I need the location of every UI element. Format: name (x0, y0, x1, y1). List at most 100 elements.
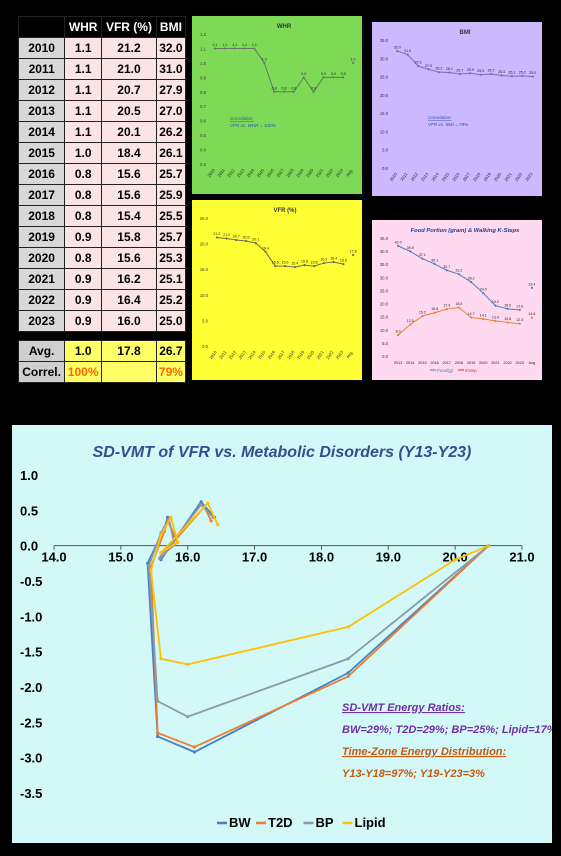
data-point (427, 68, 430, 71)
data-label: 16.5 (431, 307, 438, 311)
x-tick-label: 21.0 (509, 550, 534, 565)
y-tick-label: 20.0 (200, 242, 209, 247)
annotation-text: VFR vs. BMI = 79% (428, 122, 468, 127)
table-header-row: WHR VFR (%) BMI (17, 16, 187, 38)
data-label: 32.0 (394, 45, 401, 49)
y-tick-label: -0.5 (20, 574, 42, 589)
data-point (433, 262, 436, 266)
data-point (352, 253, 355, 256)
value-cell: 1.1 (64, 37, 103, 59)
x-tick-label: Avg. (345, 168, 354, 178)
value-cell: 25.5 (155, 205, 187, 227)
x-tick-label: 17.0 (242, 550, 267, 565)
value-cell: 21.2 (101, 37, 157, 59)
data-label: 1.1 (232, 43, 237, 47)
value-cell: 15.8 (101, 226, 157, 248)
data-label: 31.0 (404, 49, 411, 53)
data-label: 0.8 (282, 86, 287, 90)
data-label: 18.5 (455, 302, 462, 306)
x-tick-label: Avg (529, 361, 535, 365)
value-cell: 16.4 (101, 289, 157, 311)
data-label: 25.9 (467, 68, 474, 72)
data-label: 33.4 (528, 282, 535, 286)
data-point (486, 544, 491, 548)
data-point (159, 551, 163, 555)
data-point (156, 734, 160, 739)
vfr-chart-panel: VFR (%) 0.0 5.0 10.0 15.0 20.0 25.0 2010 2011 201… (192, 200, 362, 380)
x-tick-label: 2011 (216, 167, 226, 178)
y-tick-label: 30.0 (380, 275, 389, 280)
x-tick-label: 2014 (430, 171, 440, 182)
value-cell: 27.0 (155, 100, 187, 122)
x-tick-label: 2022 (514, 171, 524, 182)
data-label: 42.0 (395, 240, 402, 244)
data-point (506, 307, 509, 310)
data-point (489, 72, 493, 76)
y-tick-label: 15.0 (380, 111, 389, 116)
data-point (235, 238, 238, 242)
series-line (397, 306, 520, 336)
data-point (494, 304, 497, 307)
value-cell: 0.8 (64, 247, 103, 269)
row-label-cell: 2020 (17, 247, 66, 269)
y-tick-label: 45.0 (380, 236, 389, 241)
series-line (397, 50, 533, 78)
data-point (342, 76, 345, 79)
data-point (274, 265, 277, 268)
data-label: 1.0 (262, 57, 267, 61)
row-label-cell: 2018 (17, 205, 66, 227)
data-point (322, 76, 325, 79)
data-label: 14.1 (480, 314, 487, 318)
x-tick-label: 2017 (462, 171, 472, 182)
table-row: 2016 0.8 15.6 25.7 (17, 163, 187, 185)
data-point (351, 61, 355, 64)
data-point (332, 76, 335, 79)
data-point (445, 269, 448, 272)
data-point (457, 306, 461, 309)
data-point (176, 540, 180, 544)
data-point (215, 236, 218, 239)
y-tick-label: 0.0 (202, 344, 208, 349)
data-point (510, 75, 514, 78)
value-cell: 0.9 (64, 268, 103, 290)
value-cell: 25.9 (155, 184, 187, 206)
x-tick-label: 2014 (406, 361, 414, 365)
data-label: 17.8 (350, 249, 357, 253)
data-table: WHR VFR (%) BMI 2010 1.1 21.2 32.0 2011 1.1 21… (17, 16, 187, 383)
table-row: 2012 1.1 20.7 27.9 (17, 79, 187, 101)
data-point (448, 71, 451, 74)
data-point (253, 47, 256, 50)
annotation-text: VFR vs. WHR = 100% (230, 123, 276, 128)
x-tick-label: 18.0 (309, 550, 334, 565)
data-label: 39.9 (407, 246, 414, 250)
x-tick-label: 14.0 (41, 550, 66, 565)
y-tick-label: 5.0 (202, 318, 208, 323)
data-point (283, 265, 287, 268)
food-steps-chart-panel: Food Portion (gram) & Walking K-Steps 0.0… (372, 220, 542, 380)
data-label: 28.2 (468, 277, 475, 281)
data-label: 20.5 (243, 236, 250, 240)
table-row: 2017 0.8 15.6 25.9 (17, 184, 187, 206)
data-point (530, 316, 534, 319)
x-tick-label: 2011 (399, 171, 409, 182)
data-label: 27.0 (425, 64, 432, 68)
data-label: 16.4 (330, 257, 337, 261)
data-label: 15.6 (282, 261, 289, 265)
sd-vmt-chart-panel: SD-VMT of VFR vs. Metabolic Disorders (Y… (12, 425, 557, 843)
x-tick-label: 2019 (467, 361, 475, 365)
value-cell: 1.1 (64, 79, 103, 101)
data-label: 18.4 (262, 246, 269, 250)
y-tick-label: 35.0 (380, 38, 389, 43)
table-row: 2021 0.9 16.2 25.1 (17, 268, 187, 290)
data-label: 25.1 (508, 71, 515, 75)
y-tick-label: 25.0 (380, 75, 389, 80)
table-header-cell: VFR (%) (101, 16, 157, 38)
value-cell: 100% (64, 361, 103, 383)
data-label: 25.0 (529, 71, 536, 75)
data-point (149, 568, 153, 572)
x-tick-label: 2016 (430, 361, 438, 365)
data-point (409, 323, 412, 326)
x-tick-label: 2017 (443, 361, 451, 365)
y-tick-label: -2.0 (20, 680, 42, 695)
